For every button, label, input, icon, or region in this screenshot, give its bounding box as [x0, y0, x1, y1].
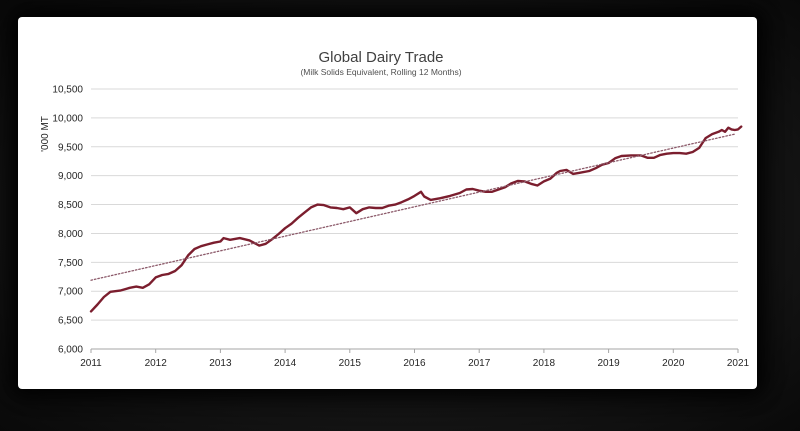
- x-tick-label: 2014: [274, 358, 297, 369]
- series-line: [89, 125, 743, 313]
- x-tick-label: 2013: [209, 358, 232, 369]
- x-tick-label: 2018: [533, 358, 556, 369]
- x-tick-label: 2016: [403, 358, 426, 369]
- x-tick-label: 2019: [597, 358, 620, 369]
- chart-title: Global Dairy Trade: [318, 49, 443, 66]
- y-tick-label: 8,500: [58, 200, 83, 211]
- chart-subtitle: (Milk Solids Equivalent, Rolling 12 Mont…: [300, 67, 461, 77]
- tick-labels: 6,000 6,500 7,000 7,500 8,000 8,500 9,000 9,500…: [52, 85, 749, 370]
- series-group: [89, 125, 743, 313]
- y-axis-label: '000 MT: [40, 116, 51, 152]
- y-tick-label: 10,500: [52, 85, 83, 96]
- y-tick-label: 8,000: [58, 229, 83, 240]
- trend-line: [90, 133, 736, 281]
- chart-svg: Global Dairy Trade (Milk Solids Equivale…: [40, 49, 750, 370]
- y-tick-label: 9,000: [58, 171, 83, 182]
- gridlines: [90, 88, 739, 353]
- x-tick-label: 2012: [145, 358, 168, 369]
- chart-card: Global Dairy Trade (Milk Solids Equivale…: [18, 17, 757, 389]
- y-tick-label: 7,000: [58, 287, 83, 298]
- y-tick-label: 6,500: [58, 316, 83, 327]
- y-tick-label: 10,000: [52, 113, 83, 124]
- y-tick-label: 7,500: [58, 258, 83, 269]
- x-tick-label: 2011: [80, 358, 102, 369]
- x-tick-label: 2015: [339, 358, 362, 369]
- y-tick-label: 9,500: [58, 142, 83, 153]
- y-tick-label: 6,000: [58, 345, 83, 356]
- x-tick-label: 2020: [662, 358, 685, 369]
- x-tick-label: 2021: [727, 358, 750, 369]
- x-tick-label: 2017: [468, 358, 491, 369]
